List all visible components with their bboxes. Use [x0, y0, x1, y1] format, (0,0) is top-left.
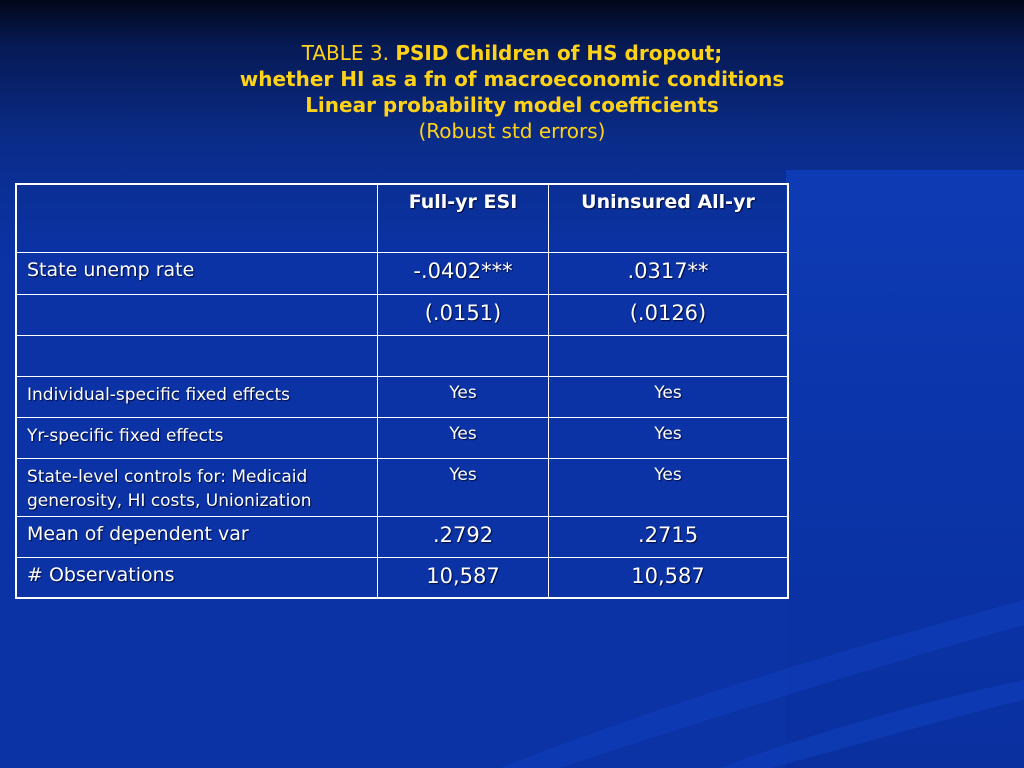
header-label-cell — [15, 183, 378, 253]
cell-uninsured-all-yr — [548, 334, 789, 377]
header-uninsured-all-yr: Uninsured All-yr — [548, 183, 789, 253]
title-prefix: TABLE 3. — [301, 41, 389, 65]
cell-full-yr-esi: 10,587 — [377, 556, 549, 599]
table-row: # Observations 10,587 10,587 — [15, 556, 789, 599]
table-row — [15, 334, 789, 377]
title-line-2: whether HI as a fn of macroeconomic cond… — [239, 67, 785, 91]
cell-uninsured-all-yr: Yes — [548, 375, 789, 418]
header-full-yr-esi: Full-yr ESI — [377, 183, 549, 253]
row-label: Yr-specific fixed effects — [15, 416, 378, 459]
cell-uninsured-all-yr: Yes — [548, 457, 789, 517]
row-label: State-level controls for: Medicaid gener… — [15, 457, 378, 517]
cell-full-yr-esi: Yes — [377, 457, 549, 517]
cell-full-yr-esi: Yes — [377, 416, 549, 459]
row-label: State unemp rate — [15, 251, 378, 295]
cell-uninsured-all-yr: (.0126) — [548, 293, 789, 336]
title-line-1: PSID Children of HS dropout; — [395, 41, 723, 65]
table-row: Individual-specific fixed effects Yes Ye… — [15, 375, 789, 418]
cell-uninsured-all-yr: 10,587 — [548, 556, 789, 599]
table-row: Yr-specific fixed effects Yes Yes — [15, 416, 789, 459]
cell-uninsured-all-yr: Yes — [548, 416, 789, 459]
cell-full-yr-esi: Yes — [377, 375, 549, 418]
row-label: Individual-specific fixed effects — [15, 375, 378, 418]
cell-full-yr-esi: .2792 — [377, 515, 549, 558]
cell-full-yr-esi — [377, 334, 549, 377]
row-label: # Observations — [15, 556, 378, 599]
row-label — [15, 334, 378, 377]
cell-full-yr-esi: -.0402*** — [377, 251, 549, 295]
title-line-3: Linear probability model coefficients — [305, 93, 719, 117]
cell-uninsured-all-yr: .2715 — [548, 515, 789, 558]
row-label: Mean of dependent var — [15, 515, 378, 558]
results-table: Full-yr ESI Uninsured All-yr State unemp… — [15, 183, 789, 599]
table-row: State-level controls for: Medicaid gener… — [15, 457, 789, 517]
slide-title: TABLE 3. PSID Children of HS dropout; wh… — [0, 40, 1024, 144]
title-line-4: (Robust std errors) — [418, 119, 606, 143]
table-header-row: Full-yr ESI Uninsured All-yr — [15, 183, 789, 253]
cell-full-yr-esi: (.0151) — [377, 293, 549, 336]
table-row: (.0151) (.0126) — [15, 293, 789, 336]
row-label — [15, 293, 378, 336]
table-row: Mean of dependent var .2792 .2715 — [15, 515, 789, 558]
table-row: State unemp rate -.0402*** .0317** — [15, 251, 789, 295]
cell-uninsured-all-yr: .0317** — [548, 251, 789, 295]
